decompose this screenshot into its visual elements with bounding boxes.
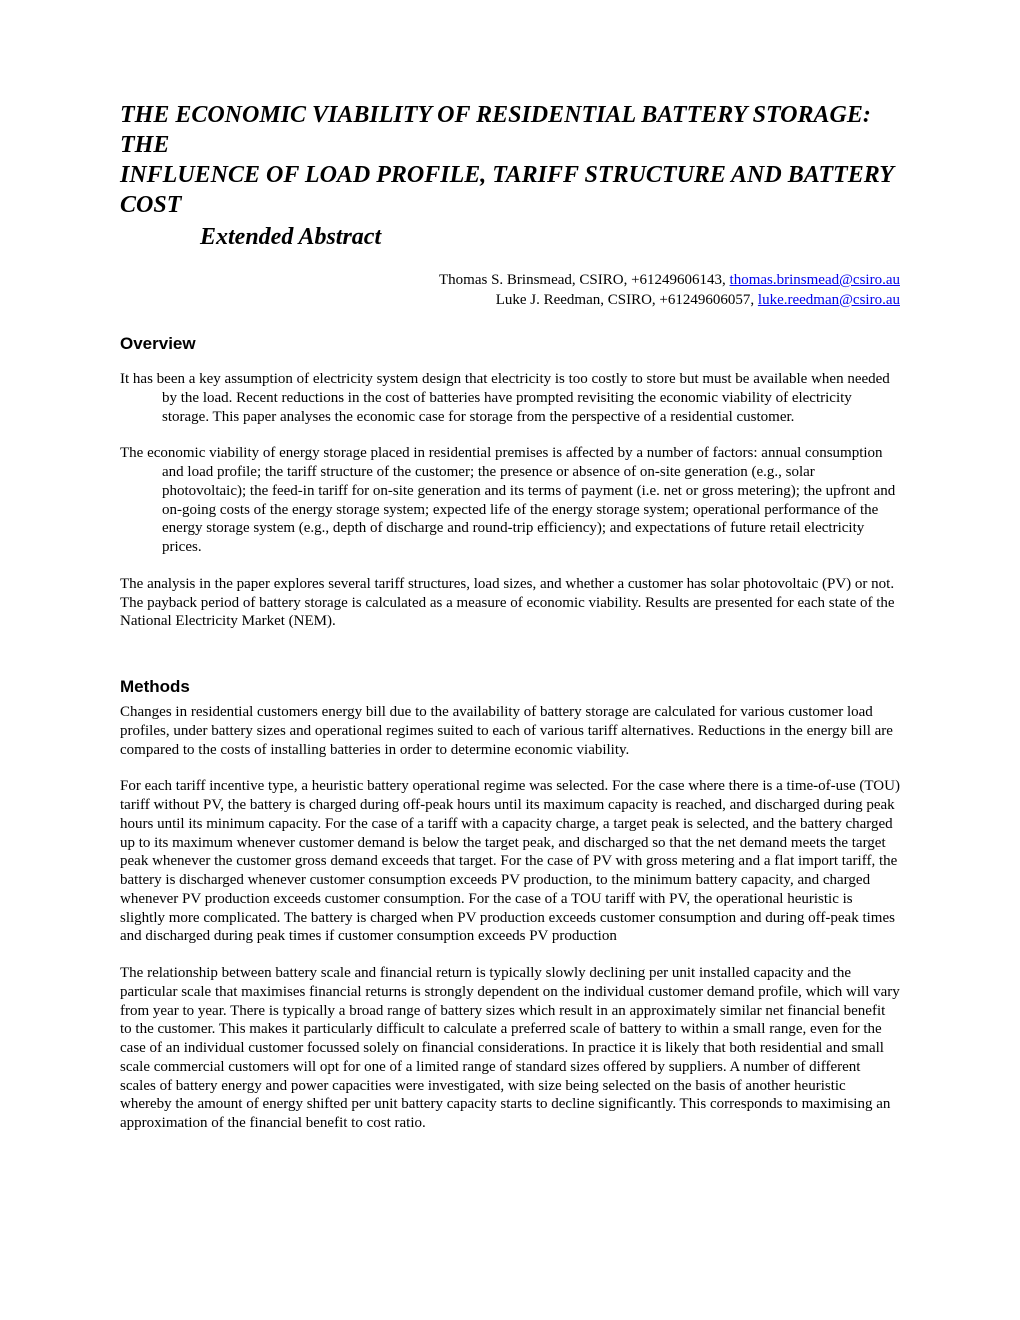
document-subtitle: Extended Abstract — [200, 224, 900, 251]
methods-p3: The relationship between battery scale a… — [120, 964, 900, 1133]
author2-email-link[interactable]: luke.reedman@csiro.au — [758, 292, 900, 308]
author-block: Thomas S. Brinsmead, CSIRO, +61249606143… — [120, 271, 900, 310]
overview-p1: It has been a key assumption of electric… — [120, 370, 900, 426]
spacer — [120, 649, 900, 667]
author2-prefix: Luke J. Reedman, CSIRO, +61249606057, — [496, 292, 758, 308]
document-page: THE ECONOMIC VIABILITY OF RESIDENTIAL BA… — [0, 0, 1020, 1251]
author-line-2: Luke J. Reedman, CSIRO, +61249606057, lu… — [120, 291, 900, 311]
overview-heading: Overview — [120, 334, 900, 354]
methods-p2: For each tariff incentive type, a heuris… — [120, 777, 900, 946]
methods-heading: Methods — [120, 677, 900, 697]
overview-p3: The analysis in the paper explores sever… — [120, 575, 900, 631]
author1-prefix: Thomas S. Brinsmead, CSIRO, +61249606143… — [439, 272, 730, 288]
methods-p1: Changes in residential customers energy … — [120, 703, 900, 759]
title-line-1: THE ECONOMIC VIABILITY OF RESIDENTIAL BA… — [120, 102, 871, 158]
overview-p2: The economic viability of energy storage… — [120, 444, 900, 557]
title-line-2: INFLUENCE OF LOAD PROFILE, TARIFF STRUCT… — [120, 162, 893, 218]
author1-email-link[interactable]: thomas.brinsmead@csiro.au — [730, 272, 900, 288]
author-line-1: Thomas S. Brinsmead, CSIRO, +61249606143… — [120, 271, 900, 291]
document-title: THE ECONOMIC VIABILITY OF RESIDENTIAL BA… — [120, 100, 900, 220]
